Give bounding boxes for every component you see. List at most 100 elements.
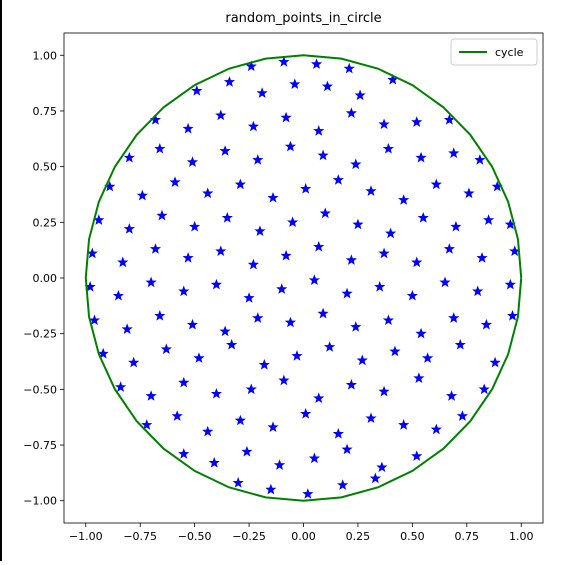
scatter-point xyxy=(308,452,320,464)
scatter-point xyxy=(478,383,490,395)
scatter-point xyxy=(121,323,133,334)
y-tick-label: −0.75 xyxy=(23,439,57,452)
scatter-point xyxy=(317,307,329,319)
scatter-point xyxy=(389,345,401,357)
scatter-point xyxy=(112,289,125,301)
scatter-point xyxy=(160,343,172,355)
scatter-point xyxy=(267,191,279,203)
scatter-point xyxy=(489,356,501,368)
scatter-point xyxy=(243,292,255,303)
scatter-point xyxy=(345,254,357,265)
scatter-point xyxy=(411,450,423,461)
y-tick-label: −0.25 xyxy=(23,328,57,341)
line-series xyxy=(84,54,523,502)
scatter-point xyxy=(321,80,334,92)
scatter-point xyxy=(448,312,460,323)
legend-box xyxy=(450,38,538,66)
scatter-point xyxy=(422,352,434,363)
scatter-point xyxy=(365,185,377,196)
scatter-point xyxy=(343,62,355,74)
scatter-point xyxy=(356,354,368,366)
axes-frame xyxy=(63,32,544,524)
scatter-point xyxy=(247,120,259,132)
y-tick-label: 0.50 xyxy=(33,161,58,174)
scatter-point xyxy=(245,383,257,395)
scatter-point xyxy=(97,347,109,359)
scatter-point xyxy=(417,212,429,223)
scatter-point xyxy=(265,483,277,495)
scatter-point xyxy=(226,338,238,350)
scatter-point xyxy=(317,149,329,161)
scatter-point xyxy=(352,218,364,230)
scatter-point xyxy=(443,243,455,254)
scatter-point xyxy=(332,174,344,185)
scatter-point xyxy=(141,419,153,430)
scatter-point xyxy=(284,140,297,152)
scatter-point xyxy=(156,209,168,221)
scatter-point xyxy=(448,147,460,159)
scatter-point xyxy=(154,310,166,321)
x-tick-label: −0.75 xyxy=(123,530,157,543)
scatter-point xyxy=(378,385,390,397)
scatter-point xyxy=(456,410,469,421)
scatter-point xyxy=(415,327,427,339)
y-tick-label: 0.25 xyxy=(33,216,58,229)
scatter-point xyxy=(178,376,190,388)
scatter-point xyxy=(215,109,227,121)
scatter-point xyxy=(149,243,162,254)
scatter-point xyxy=(210,278,222,290)
scatter-point xyxy=(280,249,292,261)
scatter-point xyxy=(345,107,357,118)
scatter-point xyxy=(232,477,244,488)
scatter-point xyxy=(191,85,203,96)
scatter-point xyxy=(313,392,325,404)
scatter-point xyxy=(354,89,366,101)
legend-label: cycle xyxy=(495,46,524,59)
y-tick-label: −0.50 xyxy=(23,383,57,396)
scatter-point xyxy=(219,325,231,337)
scatter-point xyxy=(186,156,199,167)
scatter-point xyxy=(476,252,488,263)
scatter-point xyxy=(182,252,194,263)
scatter-point xyxy=(221,212,233,223)
scatter-point xyxy=(145,276,157,288)
scatter-point xyxy=(234,414,246,426)
scatter-point xyxy=(215,245,227,257)
scatter-point xyxy=(369,472,381,484)
scatter-point xyxy=(341,287,353,299)
scatter-point xyxy=(258,359,270,370)
scatter-point xyxy=(439,276,451,288)
scatter-point xyxy=(276,283,288,294)
scatter-point xyxy=(313,240,325,252)
scatter-point xyxy=(430,178,442,190)
scatter-point xyxy=(202,187,214,199)
scatter-point xyxy=(454,338,466,350)
scatter-point xyxy=(252,312,264,323)
x-tick-label: −0.50 xyxy=(178,530,212,543)
scatter-point xyxy=(313,125,325,136)
scatter-point xyxy=(278,56,290,67)
scatter-point xyxy=(117,256,129,268)
scatter-point xyxy=(273,459,286,470)
scatter-point xyxy=(376,461,388,473)
scatter-point xyxy=(341,443,353,455)
scatter-point xyxy=(291,350,303,361)
x-tick-label: 0.50 xyxy=(400,530,425,543)
scatter-point xyxy=(189,220,201,232)
scatter-point xyxy=(411,116,423,127)
scatter-point xyxy=(345,379,357,390)
scatter-point xyxy=(278,374,290,386)
scatter-point xyxy=(284,316,297,328)
scatter-point xyxy=(145,390,157,401)
y-tick-label: 0.00 xyxy=(33,272,58,285)
scatter-point xyxy=(382,314,394,326)
scatter-point xyxy=(280,111,292,123)
y-tick-label: −1.00 xyxy=(23,495,57,508)
scatter-point xyxy=(463,187,475,199)
chart-title: random_points_in_circle xyxy=(225,11,381,26)
scatter-point xyxy=(413,372,425,383)
scatter-point xyxy=(128,356,140,368)
scatter-point xyxy=(324,341,336,352)
scatter-point xyxy=(302,488,314,499)
